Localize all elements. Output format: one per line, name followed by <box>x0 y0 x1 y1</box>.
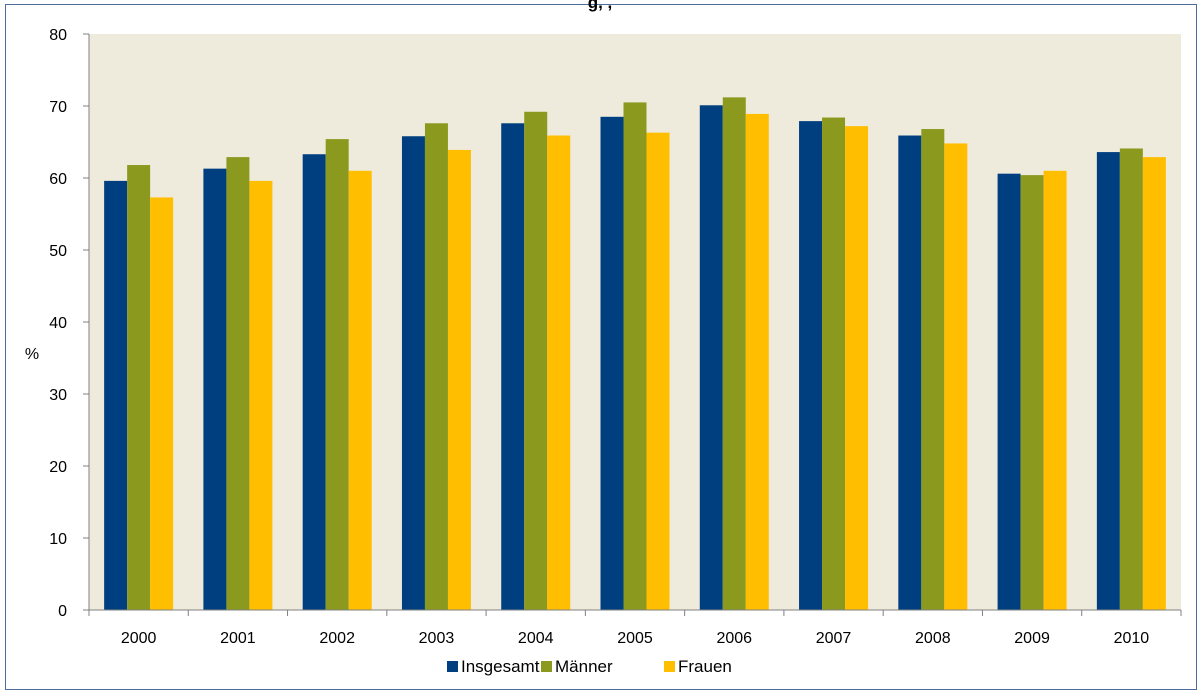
legend-label: Insgesamt <box>461 657 540 676</box>
bar-frauen-2000 <box>150 197 174 610</box>
bar-männer-2007 <box>822 117 846 611</box>
y-tick-label: 60 <box>49 171 67 188</box>
x-tick-label: 2006 <box>716 630 752 647</box>
bar-männer-2000 <box>127 165 151 611</box>
bar-insgesamt-2010 <box>1096 152 1120 610</box>
axes-group <box>83 33 1182 616</box>
legend: Insgesamt Männer Frauen <box>447 657 732 676</box>
bar-männer-2004 <box>524 111 548 610</box>
bar-frauen-2003 <box>447 149 471 611</box>
bar-insgesamt-2007 <box>799 121 823 611</box>
bar-frauen-2002 <box>348 170 372 611</box>
bar-insgesamt-2001 <box>203 168 227 610</box>
bar-frauen-2001 <box>249 180 273 610</box>
y-tick-label: 10 <box>49 531 67 548</box>
bar-insgesamt-2009 <box>997 173 1021 610</box>
bar-frauen-2005 <box>646 132 670 610</box>
bars-group <box>104 97 1166 611</box>
x-tick-label: 2002 <box>319 630 355 647</box>
bar-insgesamt-2002 <box>302 154 326 611</box>
x-tick-label: 2009 <box>1014 630 1050 647</box>
bar-insgesamt-2003 <box>401 136 425 611</box>
bar-männer-2001 <box>226 157 250 610</box>
bar-insgesamt-2005 <box>600 116 624 611</box>
x-tick-label: 2001 <box>220 630 256 647</box>
legend-label: Männer <box>555 657 613 676</box>
y-tick-labels: 0 10 20 30 40 50 60 70 80 <box>49 27 67 620</box>
y-tick-label: 80 <box>49 27 67 44</box>
x-tick-label: 2005 <box>617 630 653 647</box>
bar-männer-2006 <box>722 97 746 611</box>
y-tick-label: 70 <box>49 99 67 116</box>
bar-frauen-2004 <box>547 135 571 610</box>
bar-insgesamt-2006 <box>699 105 723 610</box>
x-tick-labels: 2000 2001 2002 2003 2004 2005 2006 2007 2008 2009… <box>121 630 1149 647</box>
bar-frauen-2007 <box>845 126 869 610</box>
y-tick-label: 50 <box>49 243 67 260</box>
x-tick-label: 2010 <box>1114 630 1150 647</box>
bar-insgesamt-2004 <box>501 123 525 610</box>
legend-swatch-insgesamt <box>447 661 458 672</box>
chart-title-partial: g, , <box>588 0 613 12</box>
bar-männer-2010 <box>1119 148 1143 611</box>
legend-label: Frauen <box>678 657 732 676</box>
y-axis-label: % <box>25 346 39 363</box>
x-tick-label: 2003 <box>419 630 455 647</box>
x-tick-label: 2000 <box>121 630 157 647</box>
y-tick-label: 30 <box>49 387 67 404</box>
y-tick-label: 20 <box>49 459 67 476</box>
bar-frauen-2010 <box>1142 157 1166 610</box>
x-tick-label: 2004 <box>518 630 554 647</box>
bar-frauen-2006 <box>745 113 769 611</box>
bar-männer-2002 <box>325 139 349 610</box>
bar-insgesamt-2008 <box>898 135 922 610</box>
y-tick-label: 0 <box>58 603 67 620</box>
bar-insgesamt-2000 <box>104 180 128 610</box>
bar-männer-2009 <box>1020 175 1044 610</box>
bar-frauen-2008 <box>944 143 968 610</box>
bar-frauen-2009 <box>1043 170 1067 611</box>
x-tick-label: 2008 <box>915 630 951 647</box>
legend-swatch-männer <box>541 661 552 672</box>
y-tick-label: 40 <box>49 315 67 332</box>
bar-männer-2005 <box>623 102 647 611</box>
bar-männer-2008 <box>921 129 945 611</box>
legend-swatch-frauen <box>664 661 675 672</box>
bar-männer-2003 <box>424 123 448 610</box>
x-tick-label: 2007 <box>816 630 852 647</box>
